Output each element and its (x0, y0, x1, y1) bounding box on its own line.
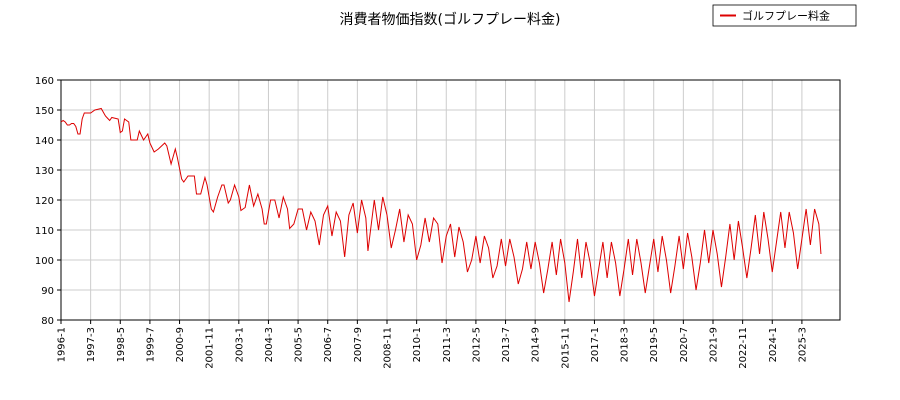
y-tick-label: 160 (35, 76, 54, 87)
y-tick-label: 80 (41, 316, 54, 327)
x-tick-label: 2008-11 (382, 327, 393, 369)
legend-label: ゴルフプレー料金 (742, 9, 830, 23)
x-tick-label: 2005-5 (294, 327, 305, 362)
x-tick-label: 1998-5 (116, 327, 127, 362)
y-tick-label: 140 (35, 136, 54, 147)
y-tick-label: 130 (35, 166, 54, 177)
x-tick-label: 1997-3 (86, 327, 97, 362)
x-tick-label: 1999-7 (145, 327, 156, 362)
x-tick-label: 2006-7 (323, 327, 334, 362)
y-tick-label: 120 (35, 196, 54, 207)
y-axis: 80 90 100 110 120 130 140 150 160 (35, 76, 61, 327)
x-tick-label: 1996-1 (57, 327, 68, 362)
legend-box (712, 4, 857, 27)
legend: ゴルフプレー料金 (712, 4, 857, 27)
x-tick-label: 2011-3 (442, 327, 453, 362)
x-tick-label: 2019-5 (649, 327, 660, 362)
x-tick-label: 2001-11 (205, 327, 216, 369)
x-tick-label: 2010-1 (412, 327, 423, 362)
x-tick-label: 2021-9 (708, 327, 719, 362)
x-tick-label: 2020-7 (679, 327, 690, 362)
x-axis: 1996-1 1997-3 1998-5 1999-7 2000-9 2001-11 200… (57, 320, 808, 369)
x-tick-label: 2015-11 (560, 327, 571, 369)
grid-lines (60, 79, 840, 321)
x-tick-label: 2003-1 (234, 327, 245, 362)
x-tick-label: 2000-9 (175, 327, 186, 362)
series-line-golf-fee (60, 107, 822, 303)
y-tick-label: 100 (35, 256, 54, 267)
x-tick-label: 2024-1 (768, 327, 779, 362)
x-tick-label: 2012-5 (471, 327, 482, 362)
chart-title: 消費者物価指数(ゴルフプレー料金) (340, 11, 561, 28)
x-tick-label: 2022-11 (738, 327, 749, 369)
x-tick-label: 2017-1 (590, 327, 601, 362)
x-tick-label: 2013-7 (501, 327, 512, 362)
x-tick-label: 2007-9 (353, 327, 364, 362)
y-tick-label: 90 (41, 286, 54, 297)
x-tick-label: 2018-3 (620, 327, 631, 362)
x-tick-label: 2025-3 (797, 327, 808, 362)
x-tick-label: 2004-3 (264, 327, 275, 362)
x-tick-label: 2014-9 (531, 327, 542, 362)
y-tick-label: 150 (35, 106, 54, 117)
y-tick-label: 110 (35, 226, 54, 237)
